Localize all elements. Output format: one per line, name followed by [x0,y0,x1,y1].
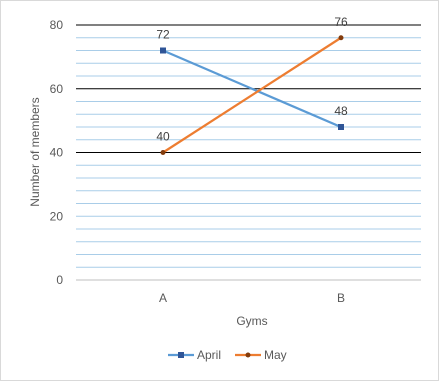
y-tick-label: 40 [50,146,64,160]
data-label: 48 [334,104,348,118]
series-line-april [162,49,342,129]
legend-label: May [264,348,287,362]
x-tick-label: B [337,291,345,305]
data-point-marker [160,47,166,54]
x-tick-label: A [159,291,167,305]
legend-label: April [197,348,221,362]
y-axis-title: Number of members [28,97,42,206]
data-label: 72 [156,28,170,42]
data-label: 40 [156,130,170,144]
data-point-marker [338,35,344,41]
legend-item-april: April [168,348,221,362]
y-tick-label: 0 [56,273,63,287]
data-labels: 72 48 40 76 [156,15,348,144]
y-tick-label: 20 [50,209,64,223]
series-line-may [162,36,342,154]
y-tick-label: 60 [50,82,64,96]
data-point-marker [338,124,344,130]
data-label: 76 [334,15,348,29]
data-point-marker [160,150,166,155]
legend-marker [178,352,184,358]
y-tick-label: 80 [50,18,64,32]
axes: 0 20 40 60 80 A B [50,18,421,305]
legend-item-may: May [235,348,287,362]
legend: April May [168,348,287,362]
x-axis-title: Gyms [236,314,267,328]
series-lines [160,35,344,155]
gridlines [76,24,421,268]
legend-marker [245,352,251,358]
